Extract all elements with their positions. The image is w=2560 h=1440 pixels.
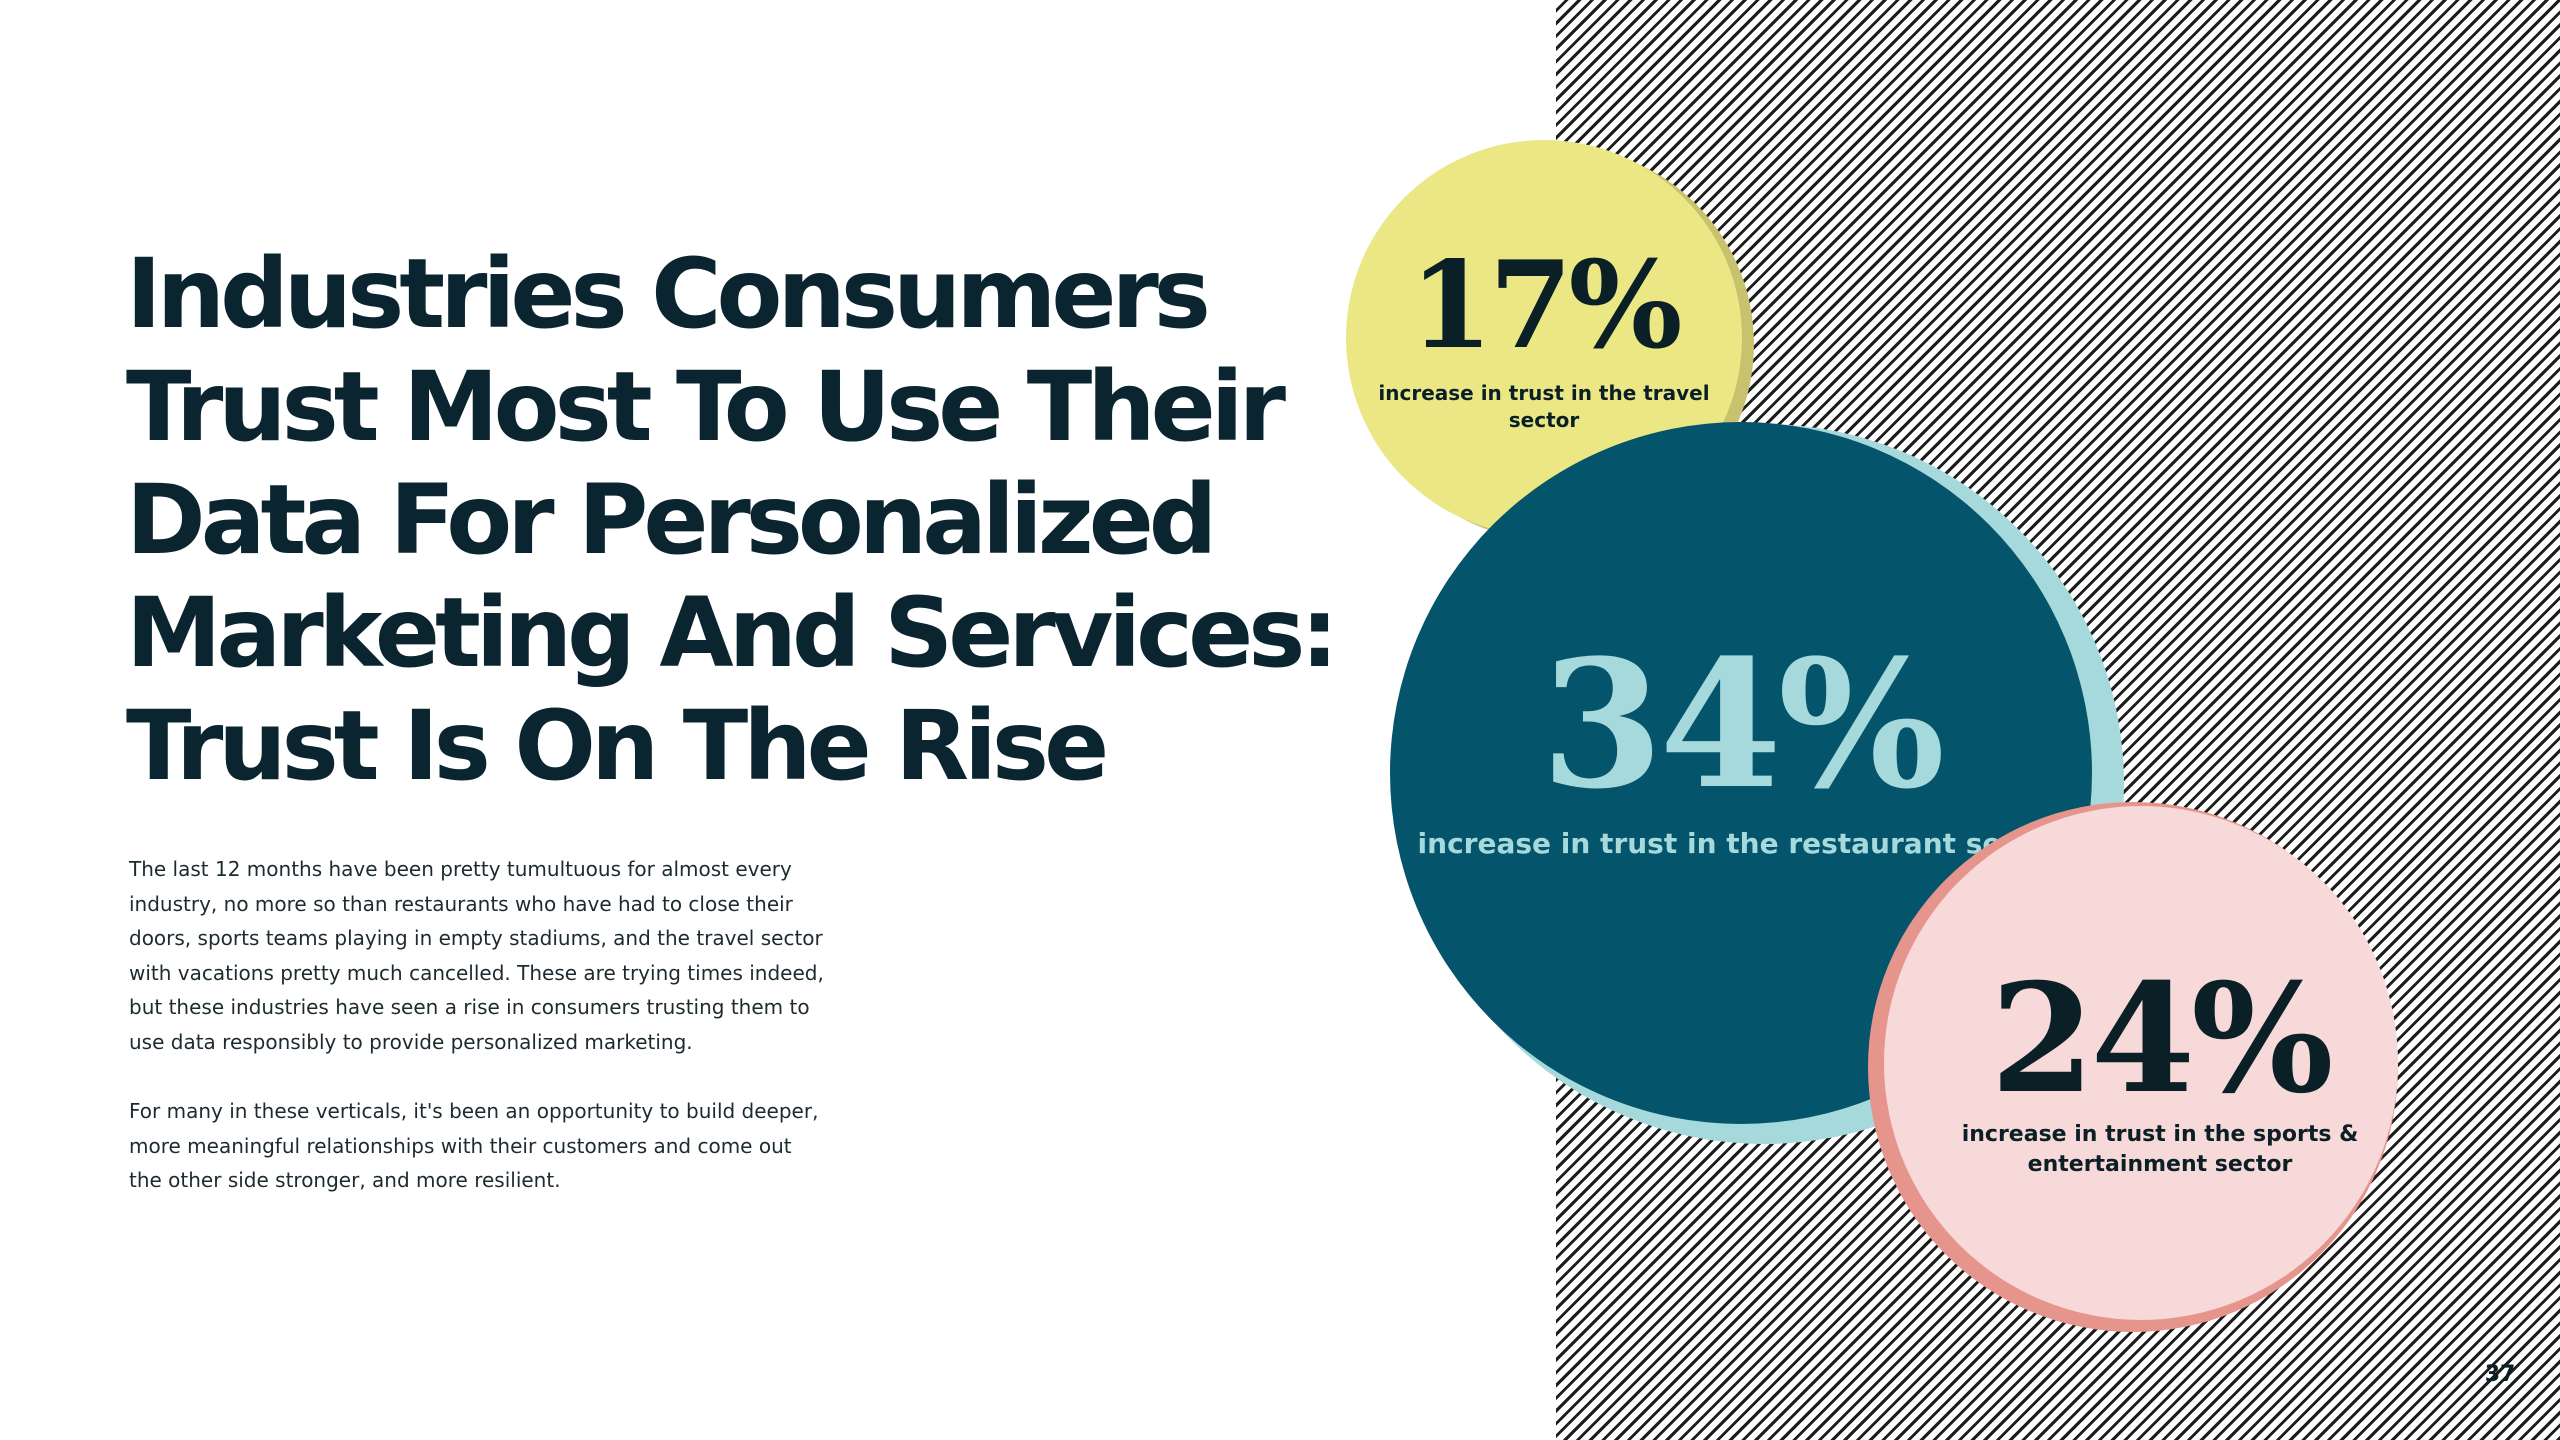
body-paragraph-1: The last 12 months have been pretty tumu… <box>129 857 824 1054</box>
restaurant-stat-caption: increase in trust in the restaurant sect… <box>1417 827 2065 860</box>
travel-stat-value: 17% <box>1409 235 1682 376</box>
page-number: 37 <box>2484 1362 2516 1387</box>
sports-stat-circle <box>1884 806 2398 1320</box>
body-paragraph-2: For many in these verticals, it's been a… <box>129 1099 819 1192</box>
sports-stat-caption: increase in trust in the sports & entert… <box>1961 1122 2359 1177</box>
body-text: The last 12 months have been pretty tumu… <box>129 852 829 1233</box>
sports-stat-value: 24% <box>1990 951 2333 1127</box>
page-title: Industries Consumers Trust Most To Use T… <box>126 238 1339 802</box>
travel-stat-caption: increase in trust in the travel sector <box>1378 381 1710 432</box>
restaurant-stat-value: 34% <box>1540 621 1945 828</box>
